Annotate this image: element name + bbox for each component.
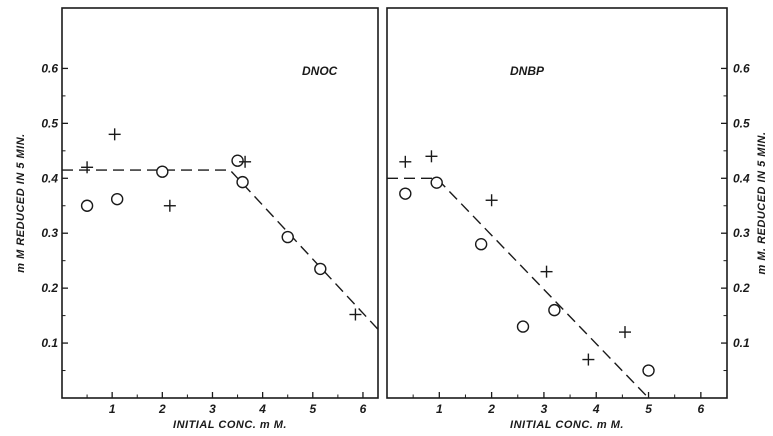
dnoc-plot-frame — [61, 7, 379, 399]
dnoc-plus-point — [108, 128, 121, 141]
dnoc-plus-point — [349, 308, 362, 321]
dnoc-x-tick-label: 6 — [360, 402, 367, 416]
dnbp-y-tick-label: 0.5 — [733, 116, 750, 130]
dnbp-y-tick-label: 0.4 — [733, 171, 750, 185]
dnbp-plus-point — [582, 353, 595, 366]
dnoc-y-tick-label: 0.1 — [41, 336, 58, 350]
dnbp-plus-point — [425, 150, 438, 163]
dnoc-y-tick-label: 0.3 — [41, 226, 58, 240]
dnoc-x-tick-label: 2 — [158, 402, 166, 416]
dnbp-plus-point — [619, 326, 631, 339]
dnoc-circle-point — [156, 165, 169, 178]
dnoc-y-tick-label: 0.4 — [41, 171, 58, 185]
dnbp-circle-point — [399, 187, 412, 200]
dnbp-x-tick-label: 6 — [698, 402, 705, 416]
dnbp-panel: DNBP INITIAL CONC. m M. m M. REDUCED IN … — [386, 7, 768, 431]
dnbp-plus-point — [399, 155, 412, 168]
dnoc-circle-point — [236, 175, 249, 189]
dnoc-x-axis-label: INITIAL CONC. m M. — [173, 419, 287, 431]
dnoc-circle-point — [281, 230, 294, 244]
dnoc-x-tick-label: 1 — [109, 402, 116, 416]
dnbp-y-tick-label: 0.2 — [733, 281, 750, 295]
dnbp-circle-point — [516, 320, 530, 333]
dnbp-y-tick-label: 0.3 — [733, 226, 750, 240]
dnoc-x-tick-labels: 1 2 3 4 5 6 — [86, 392, 367, 416]
dnbp-x-tick-label: 1 — [436, 402, 443, 416]
dnbp-x-tick-label: 4 — [592, 402, 600, 416]
dnbp-trend-line — [387, 177, 650, 399]
dnbp-circle-point — [548, 303, 561, 317]
dnoc-y-tick-label: 0.2 — [41, 281, 58, 295]
dnbp-x-axis-label: INITIAL CONC. m M. — [510, 419, 624, 431]
dnbp-y-tick-label: 0.1 — [733, 336, 750, 350]
dnoc-circle-point — [110, 192, 124, 206]
dnbp-x-tick-labels: 1 2 3 4 5 6 — [412, 392, 705, 416]
dnbp-x-tick-label: 3 — [541, 402, 548, 416]
dnbp-circle-point — [642, 364, 655, 377]
dnoc-plus-point — [163, 199, 176, 212]
dnoc-circle-point — [80, 199, 94, 212]
dnbp-x-tick-label: 2 — [487, 402, 495, 416]
dnoc-circle-point — [314, 262, 327, 276]
dnbp-x-tick-label: 5 — [645, 402, 652, 416]
dnoc-trend-line — [62, 169, 379, 330]
dnoc-x-tick-label: 4 — [258, 402, 266, 416]
dnbp-circle-point — [430, 176, 443, 189]
dnbp-title: DNBP — [510, 64, 545, 78]
dnoc-data-marks — [62, 128, 379, 330]
dnbp-y-axis-label: m M. REDUCED IN 5 MIN. — [756, 131, 768, 274]
dnbp-circle-point — [474, 237, 488, 251]
dnbp-plus-point — [540, 265, 553, 278]
dnoc-y-tick-label: 0.5 — [41, 116, 58, 130]
dnoc-circle-point — [231, 154, 244, 167]
dnoc-x-tick-label: 5 — [309, 402, 316, 416]
dnoc-y-tick-labels: 0.1 0.2 0.3 0.4 0.5 0.6 — [41, 61, 68, 372]
dnoc-y-axis-label: m M REDUCED IN 5 MIN. — [15, 133, 27, 272]
dnoc-x-tick-label: 3 — [209, 402, 216, 416]
dnbp-data-marks — [387, 150, 655, 399]
dnoc-plus-point — [81, 161, 94, 174]
dnbp-plus-point — [485, 194, 498, 207]
dnbp-plot-frame — [386, 7, 728, 399]
dnbp-y-tick-labels: 0.1 0.2 0.3 0.4 0.5 0.6 — [721, 61, 750, 372]
dnoc-y-tick-label: 0.6 — [41, 61, 58, 75]
dnoc-plus-point — [239, 155, 252, 168]
dnbp-y-tick-label: 0.6 — [733, 61, 750, 75]
dnoc-title: DNOC — [302, 64, 338, 78]
dnoc-panel: DNOC INITIAL CONC. m M. m M REDUCED IN 5… — [15, 7, 379, 431]
